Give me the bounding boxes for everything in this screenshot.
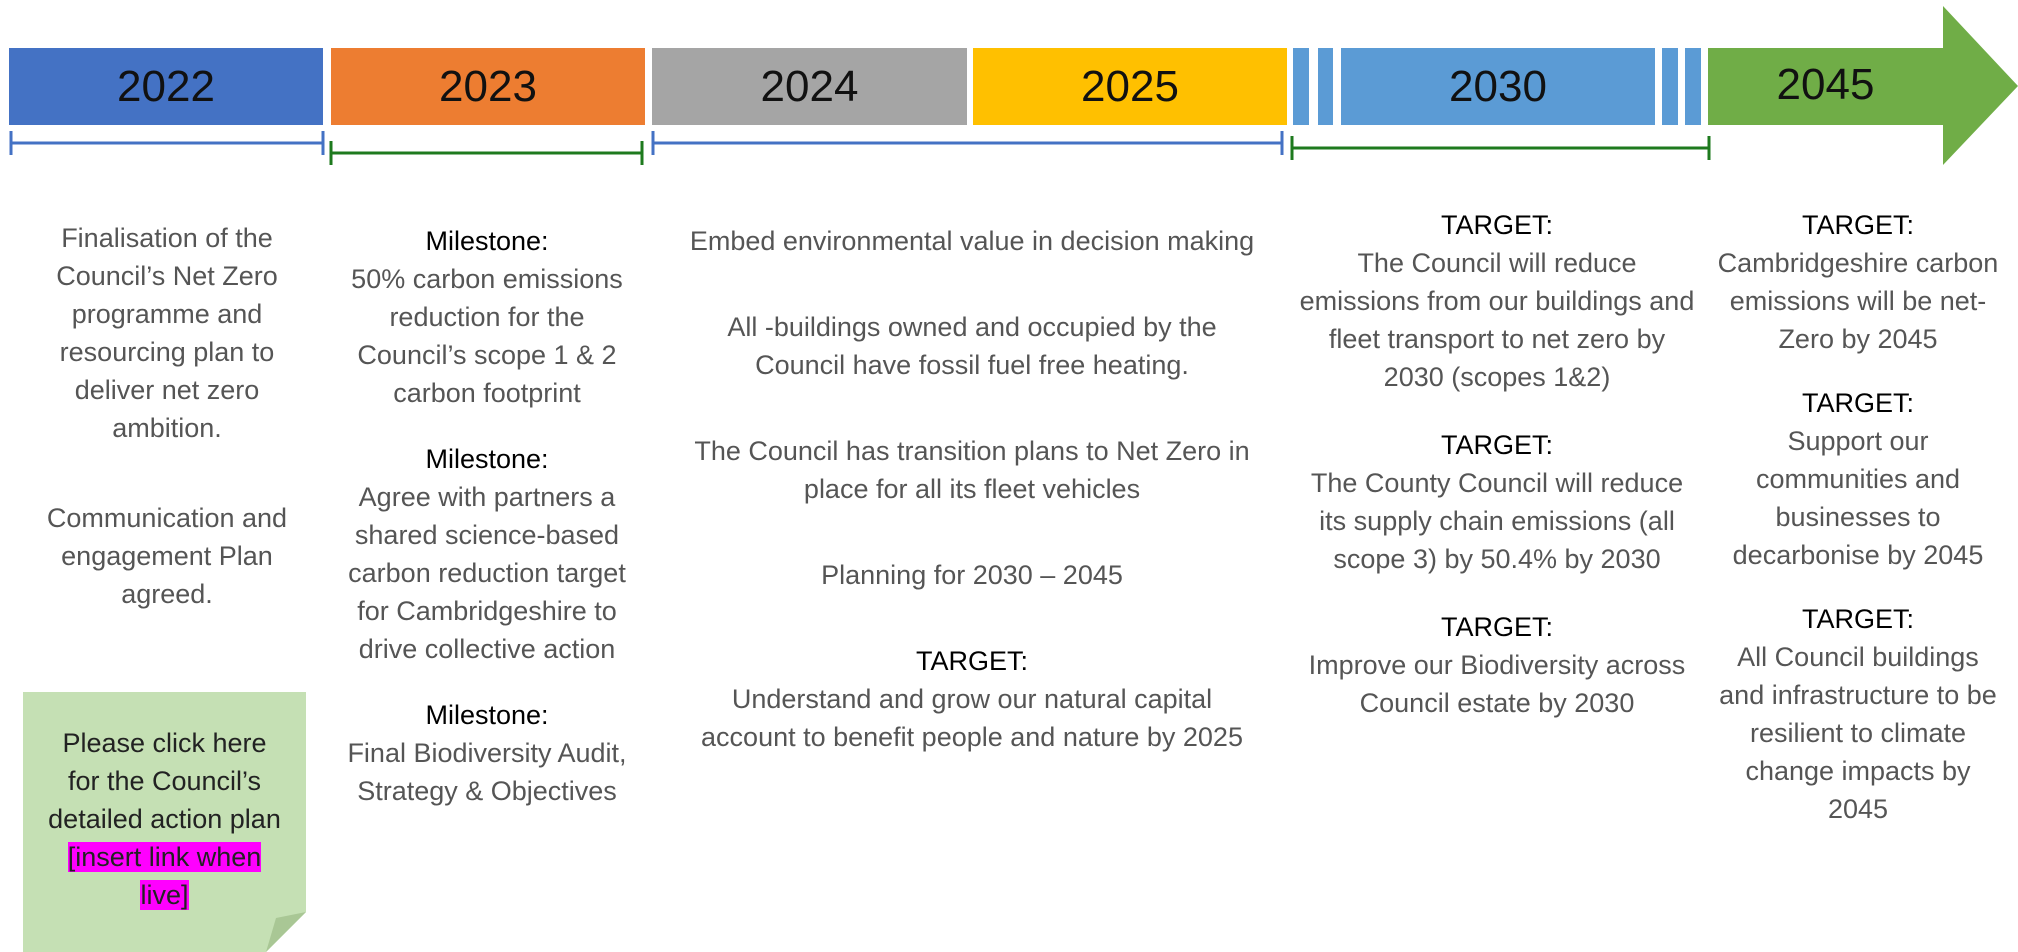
year-box bbox=[973, 48, 1287, 125]
item-text: All Council buildings and infrastructure… bbox=[1719, 642, 1997, 824]
item: Finalisation of the Council’s Net Zero p… bbox=[32, 219, 302, 447]
item-text: Final Biodiversity Audit, Strategy & Obj… bbox=[347, 738, 627, 806]
year-label: 2023 bbox=[439, 61, 537, 111]
item: TARGET: Improve our Biodiversity across C… bbox=[1297, 608, 1697, 722]
item: TARGET: All Council buildings and infrast… bbox=[1713, 600, 2003, 828]
item-text: Embed environmental value in decision ma… bbox=[689, 226, 1255, 256]
note-fold bbox=[266, 912, 306, 952]
item-heading: Milestone: bbox=[425, 700, 549, 730]
year-label: 2022 bbox=[117, 61, 215, 111]
item-heading: TARGET: bbox=[1801, 388, 1914, 418]
item-heading: TARGET: bbox=[1440, 612, 1553, 642]
column: TARGET: Cambridgeshire carbon emissions w… bbox=[1713, 206, 2003, 828]
item: The Council has transition plans to Net … bbox=[682, 432, 1262, 508]
note-text: Please click here for the Council’s deta… bbox=[48, 728, 281, 834]
item-text: Agree with partners a shared science-bas… bbox=[348, 482, 626, 664]
column: Embed environmental value in decision ma… bbox=[682, 222, 1262, 756]
item-heading: Milestone: bbox=[425, 444, 549, 474]
item-heading: TARGET: bbox=[1440, 210, 1553, 240]
note-highlight: [insert link when live] bbox=[67, 842, 262, 910]
item: TARGET: The Council will reduce emissions… bbox=[1297, 206, 1697, 396]
item: TARGET: Support our communities and busin… bbox=[1713, 384, 2003, 574]
item-text: Communication and engagement Plan agreed… bbox=[46, 503, 288, 609]
item-text: Understand and grow our natural capital … bbox=[701, 684, 1243, 752]
column: Finalisation of the Council’s Net Zero p… bbox=[32, 219, 302, 613]
item: Planning for 2030 – 2045 bbox=[821, 556, 1123, 594]
stripe bbox=[1293, 48, 1309, 125]
year-label: 2025 bbox=[1081, 61, 1179, 111]
item: Milestone: Final Biodiversity Audit, Stra… bbox=[342, 696, 632, 810]
stripe bbox=[1685, 48, 1701, 125]
year-label: 2030 bbox=[1449, 61, 1547, 111]
sticky-note bbox=[23, 692, 306, 952]
item-heading: TARGET: bbox=[1801, 604, 1914, 634]
item: TARGET: Understand and grow our natural c… bbox=[682, 642, 1262, 756]
stripe bbox=[1662, 48, 1678, 125]
bracket bbox=[9, 131, 1284, 155]
item-text: Cambridgeshire carbon emissions will be … bbox=[1717, 248, 1999, 354]
stripe bbox=[1318, 48, 1333, 125]
item-heading: TARGET: bbox=[1801, 210, 1914, 240]
item-text: Improve our Biodiversity across Council … bbox=[1308, 650, 1686, 718]
item: Communication and engagement Plan agreed… bbox=[32, 499, 302, 613]
year-box bbox=[652, 48, 967, 125]
year-label: 2045 bbox=[1776, 59, 1875, 109]
year-box bbox=[1341, 48, 1655, 125]
item: Milestone: 50% carbon emissions reduction… bbox=[342, 222, 632, 412]
year-label: 2024 bbox=[760, 61, 859, 111]
item: Embed environmental value in decision ma… bbox=[690, 222, 1254, 260]
item-text: The Council will reduce emissions from o… bbox=[1299, 248, 1695, 392]
item: Milestone: Agree with partners a shared s… bbox=[342, 440, 632, 668]
year-box bbox=[331, 48, 645, 125]
column: TARGET: The Council will reduce emissions… bbox=[1297, 206, 1697, 722]
note: Please click here for the Council’s deta… bbox=[23, 692, 306, 952]
item-text: 50% carbon emissions reduction for the C… bbox=[351, 264, 623, 408]
column: Milestone: 50% carbon emissions reduction… bbox=[342, 222, 632, 810]
year-arrow bbox=[1708, 6, 2018, 165]
item-text: All -buildings owned and occupied by the… bbox=[727, 312, 1217, 380]
item-heading: TARGET: bbox=[915, 646, 1028, 676]
item-text: The Council has transition plans to Net … bbox=[694, 436, 1250, 504]
item-text: Finalisation of the Council’s Net Zero p… bbox=[56, 223, 278, 443]
item: TARGET: Cambridgeshire carbon emissions w… bbox=[1713, 206, 2003, 358]
item-text: Planning for 2030 – 2045 bbox=[821, 560, 1123, 590]
item-text: The County Council will reduce its suppl… bbox=[1310, 468, 1684, 574]
item-heading: TARGET: bbox=[1440, 430, 1553, 460]
bracket bbox=[329, 136, 1711, 165]
item: TARGET: The County Council will reduce it… bbox=[1297, 426, 1697, 578]
item-heading: Milestone: bbox=[425, 226, 549, 256]
year-box bbox=[9, 48, 323, 125]
item: All -buildings owned and occupied by the… bbox=[682, 308, 1262, 384]
item-text: Support our communities and businesses t… bbox=[1732, 426, 1984, 570]
